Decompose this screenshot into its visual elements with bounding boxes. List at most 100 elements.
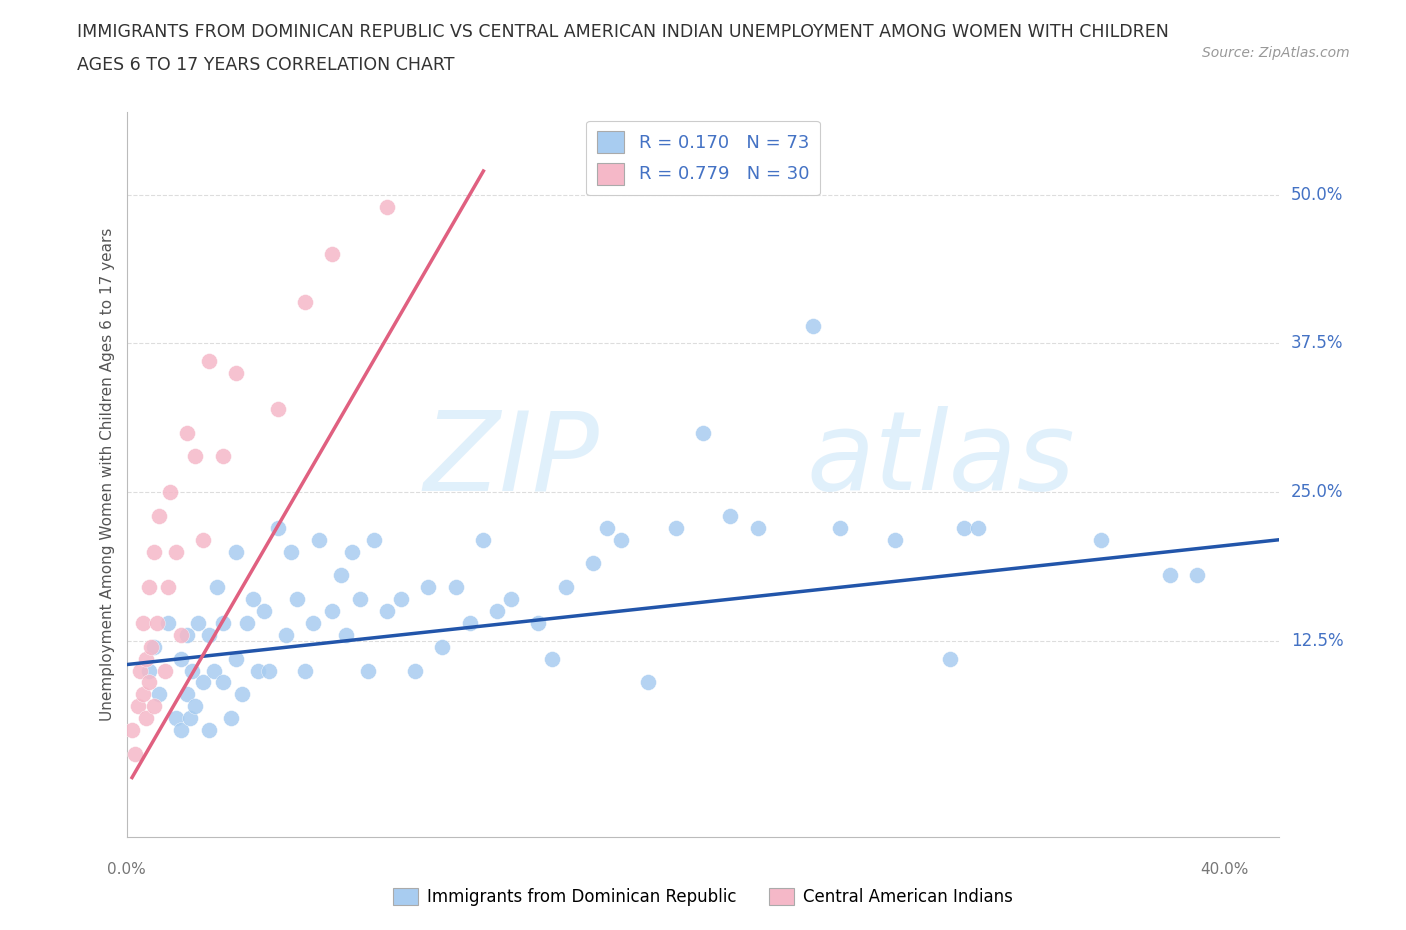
- Point: [176, 687, 198, 702]
- Point: [219, 711, 242, 725]
- Point: [176, 425, 198, 440]
- Point: [637, 675, 659, 690]
- Point: [357, 663, 380, 678]
- Point: [444, 579, 467, 594]
- Point: [148, 687, 170, 702]
- Point: [138, 579, 160, 594]
- Point: [389, 591, 412, 606]
- Point: [165, 544, 187, 559]
- Point: [225, 365, 247, 380]
- Point: [285, 591, 308, 606]
- Point: [156, 579, 179, 594]
- Point: [231, 687, 253, 702]
- Text: 25.0%: 25.0%: [1291, 484, 1343, 501]
- Text: ZIP: ZIP: [423, 406, 599, 513]
- Point: [129, 663, 152, 678]
- Point: [132, 687, 155, 702]
- Y-axis label: Unemployment Among Women with Children Ages 6 to 17 years: Unemployment Among Women with Children A…: [100, 228, 115, 721]
- Point: [247, 663, 270, 678]
- Legend: Immigrants from Dominican Republic, Central American Indians: Immigrants from Dominican Republic, Cent…: [387, 881, 1019, 912]
- Point: [138, 663, 160, 678]
- Point: [939, 651, 962, 666]
- Text: AGES 6 TO 17 YEARS CORRELATION CHART: AGES 6 TO 17 YEARS CORRELATION CHART: [77, 56, 454, 73]
- Point: [211, 616, 233, 631]
- Point: [127, 698, 149, 713]
- Point: [198, 723, 221, 737]
- Point: [211, 675, 233, 690]
- Point: [135, 711, 157, 725]
- Point: [242, 591, 264, 606]
- Point: [179, 711, 201, 725]
- Text: atlas: atlas: [807, 406, 1076, 513]
- Point: [664, 521, 686, 536]
- Point: [187, 616, 209, 631]
- Point: [141, 639, 163, 654]
- Point: [404, 663, 426, 678]
- Point: [458, 616, 481, 631]
- Point: [321, 246, 343, 261]
- Point: [554, 579, 576, 594]
- Text: Source: ZipAtlas.com: Source: ZipAtlas.com: [1202, 46, 1350, 60]
- Point: [720, 509, 742, 524]
- Point: [308, 532, 330, 547]
- Point: [801, 318, 824, 333]
- Point: [363, 532, 385, 547]
- Point: [193, 532, 215, 547]
- Point: [225, 544, 247, 559]
- Point: [472, 532, 495, 547]
- Point: [193, 675, 215, 690]
- Point: [205, 579, 228, 594]
- Point: [170, 651, 193, 666]
- Point: [211, 449, 233, 464]
- Point: [184, 449, 207, 464]
- Point: [145, 616, 167, 631]
- Point: [143, 639, 166, 654]
- Point: [1185, 568, 1208, 583]
- Point: [582, 556, 605, 571]
- Point: [340, 544, 363, 559]
- Point: [596, 521, 619, 536]
- Point: [329, 568, 352, 583]
- Text: 40.0%: 40.0%: [1201, 862, 1249, 877]
- Point: [198, 628, 221, 643]
- Point: [952, 521, 974, 536]
- Point: [274, 628, 297, 643]
- Point: [541, 651, 564, 666]
- Point: [148, 509, 170, 524]
- Point: [253, 604, 276, 618]
- Point: [181, 663, 204, 678]
- Point: [349, 591, 371, 606]
- Text: 37.5%: 37.5%: [1291, 335, 1343, 352]
- Point: [165, 711, 187, 725]
- Legend: R = 0.170   N = 73, R = 0.779   N = 30: R = 0.170 N = 73, R = 0.779 N = 30: [586, 121, 820, 195]
- Point: [170, 628, 193, 643]
- Point: [527, 616, 550, 631]
- Point: [266, 402, 288, 417]
- Text: 12.5%: 12.5%: [1291, 631, 1343, 650]
- Point: [198, 354, 221, 369]
- Point: [418, 579, 440, 594]
- Text: 0.0%: 0.0%: [107, 862, 146, 877]
- Point: [202, 663, 225, 678]
- Point: [266, 521, 288, 536]
- Point: [143, 698, 166, 713]
- Point: [375, 604, 398, 618]
- Point: [375, 199, 398, 214]
- Point: [280, 544, 302, 559]
- Point: [1159, 568, 1181, 583]
- Point: [609, 532, 631, 547]
- Point: [143, 544, 166, 559]
- Point: [692, 425, 714, 440]
- Point: [236, 616, 259, 631]
- Point: [432, 639, 454, 654]
- Point: [153, 663, 176, 678]
- Point: [159, 485, 181, 499]
- Point: [294, 295, 316, 310]
- Text: 50.0%: 50.0%: [1291, 186, 1343, 204]
- Point: [132, 616, 155, 631]
- Point: [176, 628, 198, 643]
- Point: [225, 651, 247, 666]
- Point: [138, 675, 160, 690]
- Point: [321, 604, 343, 618]
- Point: [1090, 532, 1112, 547]
